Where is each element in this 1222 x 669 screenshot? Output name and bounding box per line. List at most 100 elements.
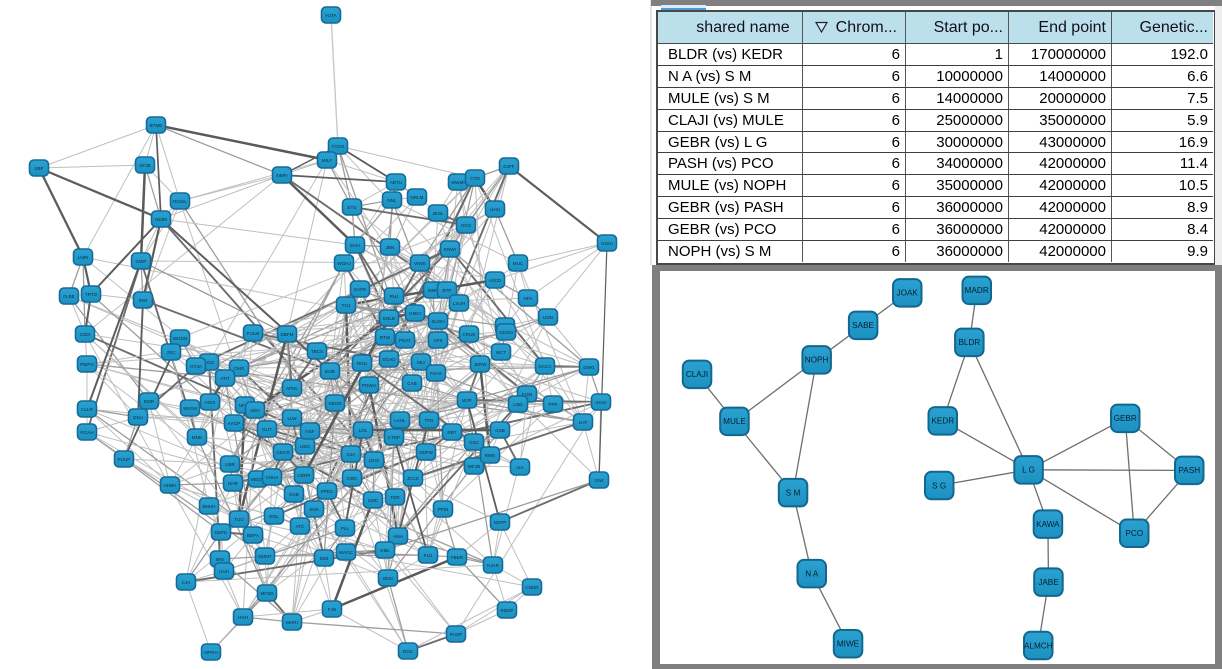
svg-text:DGC: DGC <box>403 649 414 654</box>
svg-text:OCS: OCS <box>461 223 471 228</box>
svg-text:CMG: CMG <box>234 366 245 371</box>
svg-text:FBER: FBER <box>451 555 464 560</box>
svg-text:DCHD: DCHD <box>382 357 396 362</box>
svg-text:NOPH: NOPH <box>804 356 828 365</box>
svg-text:PFR: PFR <box>548 402 558 407</box>
svg-text:FJN: FJN <box>328 607 336 612</box>
svg-text:BTW: BTW <box>380 335 391 340</box>
svg-text:HGH: HGH <box>238 615 248 620</box>
svg-text:BNHH: BNHH <box>202 504 215 509</box>
svg-text:DBOS: DBOS <box>328 401 341 406</box>
svg-text:DDFE: DDFE <box>215 530 228 535</box>
svg-text:LSUH: LSUH <box>453 301 465 306</box>
svg-text:PCO: PCO <box>1125 529 1143 538</box>
svg-text:IHAO: IHAO <box>595 400 607 405</box>
svg-text:UEG: UEG <box>300 444 310 449</box>
svg-text:ATIT: ATIT <box>220 376 230 381</box>
svg-text:WWS: WWS <box>414 261 426 266</box>
svg-text:S G: S G <box>932 481 946 490</box>
svg-text:ADG: ADG <box>250 408 260 413</box>
svg-text:PPEC: PPEC <box>321 489 334 494</box>
svg-text:UUH: UUH <box>219 569 229 574</box>
svg-text:JOAK: JOAK <box>896 289 918 298</box>
svg-text:JABE: JABE <box>1038 578 1059 587</box>
svg-text:NDIM: NDIM <box>155 217 167 222</box>
svg-text:APDL: APDL <box>286 386 298 391</box>
svg-text:ABTU: ABTU <box>390 180 402 185</box>
svg-text:NRLM: NRLM <box>410 195 423 200</box>
svg-text:JERW: JERW <box>474 362 488 367</box>
svg-text:FHOP: FHOP <box>450 632 463 637</box>
svg-text:WJP: WJP <box>462 398 472 403</box>
svg-text:CLAJI: CLAJI <box>685 370 707 379</box>
svg-text:MUC: MUC <box>513 261 524 266</box>
svg-text:MND: MND <box>192 435 203 440</box>
svg-text:ENWI: ENWI <box>444 247 456 252</box>
svg-text:WFJN: WFJN <box>468 464 481 469</box>
svg-text:TDR: TDR <box>390 495 400 500</box>
svg-text:GTJA: GTJA <box>190 364 203 369</box>
svg-text:N A: N A <box>805 569 819 578</box>
svg-text:LDGI: LDGI <box>369 458 380 463</box>
svg-text:PFDI: PFDI <box>438 507 448 512</box>
svg-text:GUT: GUT <box>262 427 272 432</box>
svg-text:ANH: ANH <box>393 534 403 539</box>
svg-text:MIJ: MIJ <box>417 360 424 365</box>
svg-text:BEPA: BEPA <box>247 533 260 538</box>
svg-text:RHJ: RHJ <box>390 294 399 299</box>
svg-text:MILF: MILF <box>322 158 333 163</box>
svg-text:AACP: AACP <box>228 421 241 426</box>
svg-text:DWG: DWG <box>583 365 595 370</box>
svg-text:JCCC: JCCC <box>407 476 420 481</box>
svg-text:CTD: CTD <box>470 176 480 181</box>
svg-text:SNA: SNA <box>309 507 319 512</box>
svg-text:POWU: POWU <box>362 383 376 388</box>
svg-text:GSB: GSB <box>495 428 505 433</box>
svg-text:MFSD: MFSD <box>260 591 274 596</box>
svg-text:ATC: ATC <box>296 524 306 529</box>
svg-text:LHT: LHT <box>579 420 588 425</box>
svg-text:MWMI: MWMI <box>451 180 464 185</box>
svg-text:WGHJ: WGHJ <box>337 261 351 266</box>
svg-text:BTP: BTP <box>443 288 452 293</box>
svg-text:S M: S M <box>785 489 800 498</box>
svg-text:WGDN: WGDN <box>173 336 188 341</box>
svg-text:LOL: LOL <box>359 428 368 433</box>
svg-text:WEDR: WEDR <box>251 477 266 482</box>
svg-text:GJA: GJA <box>347 452 357 457</box>
svg-text:HJAR: HJAR <box>487 563 500 568</box>
svg-text:BTME: BTME <box>150 123 163 128</box>
svg-text:OSC: OSC <box>469 440 480 445</box>
svg-text:MIWE: MIWE <box>836 640 859 649</box>
svg-text:GIW: GIW <box>594 478 604 483</box>
svg-text:ODFW: ODFW <box>419 450 434 455</box>
svg-text:CRUE: CRUE <box>462 332 475 337</box>
svg-text:EMR: EMR <box>144 399 155 404</box>
svg-text:GDCR: GDCR <box>276 450 290 455</box>
svg-text:MULE: MULE <box>723 417 746 426</box>
svg-text:TFD: TFD <box>425 418 435 423</box>
svg-text:FLBE: FLBE <box>63 294 75 299</box>
svg-text:RGWL: RGWL <box>173 199 187 204</box>
svg-text:HJTA: HJTA <box>325 13 337 18</box>
svg-text:FULM: FULM <box>247 331 260 336</box>
svg-text:JEGL: JEGL <box>432 211 444 216</box>
svg-text:OMCI: OMCI <box>409 311 421 316</box>
svg-text:DSU: DSU <box>133 415 143 420</box>
svg-text:SJDI: SJDI <box>80 332 90 337</box>
svg-text:CJA: CJA <box>182 580 192 585</box>
svg-text:LLW: LLW <box>287 416 297 421</box>
svg-text:EMMT: EMMT <box>258 554 272 559</box>
svg-text:ENLB: ENLB <box>383 316 395 321</box>
svg-text:PWPG: PWPG <box>80 362 94 367</box>
svg-text:WSL: WSL <box>269 514 279 519</box>
svg-text:GEBR: GEBR <box>1113 414 1136 423</box>
svg-text:FSAS: FSAS <box>430 371 442 376</box>
svg-text:NMFI: NMFI <box>276 173 287 178</box>
svg-text:CHHA: CHHA <box>265 475 279 480</box>
svg-text:RBT: RBT <box>447 430 456 435</box>
svg-text:AFS: AFS <box>434 338 443 343</box>
svg-text:NGUI: NGUI <box>601 241 612 246</box>
svg-text:UDN: UDN <box>543 315 553 320</box>
svg-text:CWC: CWC <box>347 476 359 481</box>
